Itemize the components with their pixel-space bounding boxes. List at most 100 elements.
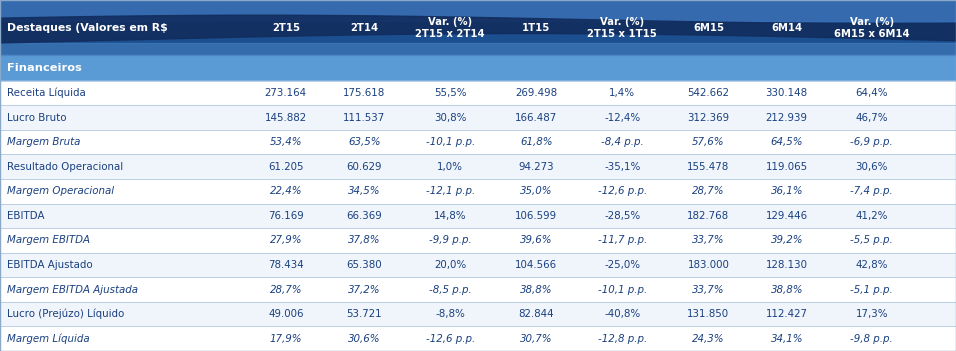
Bar bbox=[0, 253, 956, 277]
Text: 17,3%: 17,3% bbox=[856, 309, 888, 319]
Bar bbox=[0, 0, 956, 55]
Text: 76.169: 76.169 bbox=[268, 211, 304, 221]
Text: Margem EBITDA Ajustada: Margem EBITDA Ajustada bbox=[7, 285, 138, 294]
Text: 33,7%: 33,7% bbox=[692, 285, 725, 294]
Text: -12,4%: -12,4% bbox=[604, 113, 641, 122]
Text: 112.427: 112.427 bbox=[766, 309, 808, 319]
Text: 17,9%: 17,9% bbox=[270, 334, 302, 344]
Text: -8,5 p.p.: -8,5 p.p. bbox=[429, 285, 471, 294]
Text: 312.369: 312.369 bbox=[687, 113, 729, 122]
Text: 82.844: 82.844 bbox=[518, 309, 554, 319]
Text: 33,7%: 33,7% bbox=[692, 236, 725, 245]
Text: -11,7 p.p.: -11,7 p.p. bbox=[598, 236, 647, 245]
Text: -6,9 p.p.: -6,9 p.p. bbox=[851, 137, 893, 147]
Text: 28,7%: 28,7% bbox=[692, 186, 725, 196]
Text: -12,6 p.p.: -12,6 p.p. bbox=[598, 186, 647, 196]
Text: 34,5%: 34,5% bbox=[348, 186, 380, 196]
Text: 1,4%: 1,4% bbox=[609, 88, 636, 98]
Text: 28,7%: 28,7% bbox=[270, 285, 302, 294]
Text: 1T15: 1T15 bbox=[522, 23, 551, 33]
Text: Margem Bruta: Margem Bruta bbox=[7, 137, 80, 147]
Bar bbox=[0, 81, 956, 105]
Text: -8,8%: -8,8% bbox=[435, 309, 466, 319]
Text: Resultado Operacional: Resultado Operacional bbox=[7, 162, 122, 172]
Text: 129.446: 129.446 bbox=[766, 211, 808, 221]
Text: 35,0%: 35,0% bbox=[520, 186, 553, 196]
Text: 1,0%: 1,0% bbox=[437, 162, 464, 172]
Text: Var. (%)
2T15 x 2T14: Var. (%) 2T15 x 2T14 bbox=[416, 16, 485, 39]
Text: 106.599: 106.599 bbox=[515, 211, 557, 221]
Polygon shape bbox=[0, 15, 956, 43]
Text: 175.618: 175.618 bbox=[343, 88, 385, 98]
Text: -7,4 p.p.: -7,4 p.p. bbox=[851, 186, 893, 196]
Text: 27,9%: 27,9% bbox=[270, 236, 302, 245]
Text: 39,6%: 39,6% bbox=[520, 236, 553, 245]
Text: 41,2%: 41,2% bbox=[856, 211, 888, 221]
Text: -5,5 p.p.: -5,5 p.p. bbox=[851, 236, 893, 245]
Text: 30,6%: 30,6% bbox=[348, 334, 380, 344]
Bar bbox=[0, 0, 956, 21]
Text: 166.487: 166.487 bbox=[515, 113, 557, 122]
Text: Lucro (Prejúzo) Líquido: Lucro (Prejúzo) Líquido bbox=[7, 309, 124, 319]
Text: 39,2%: 39,2% bbox=[771, 236, 803, 245]
Text: Var. (%)
6M15 x 6M14: Var. (%) 6M15 x 6M14 bbox=[834, 16, 910, 39]
Text: 542.662: 542.662 bbox=[687, 88, 729, 98]
Text: 61.205: 61.205 bbox=[268, 162, 304, 172]
Text: 6M15: 6M15 bbox=[693, 23, 724, 33]
Text: 20,0%: 20,0% bbox=[434, 260, 467, 270]
Text: 37,8%: 37,8% bbox=[348, 236, 380, 245]
Text: 38,8%: 38,8% bbox=[520, 285, 553, 294]
Text: 42,8%: 42,8% bbox=[856, 260, 888, 270]
Text: 36,1%: 36,1% bbox=[771, 186, 803, 196]
Text: 55,5%: 55,5% bbox=[434, 88, 467, 98]
Text: -9,9 p.p.: -9,9 p.p. bbox=[429, 236, 471, 245]
Text: 183.000: 183.000 bbox=[687, 260, 729, 270]
Text: 269.498: 269.498 bbox=[515, 88, 557, 98]
Text: 78.434: 78.434 bbox=[268, 260, 304, 270]
Text: 155.478: 155.478 bbox=[687, 162, 729, 172]
Text: 6M14: 6M14 bbox=[771, 23, 802, 33]
Bar bbox=[0, 228, 956, 253]
Text: Margem Operacional: Margem Operacional bbox=[7, 186, 114, 196]
Text: 30,8%: 30,8% bbox=[434, 113, 467, 122]
Text: 182.768: 182.768 bbox=[687, 211, 729, 221]
Text: 131.850: 131.850 bbox=[687, 309, 729, 319]
Bar bbox=[0, 326, 956, 351]
Text: -40,8%: -40,8% bbox=[604, 309, 641, 319]
Text: 212.939: 212.939 bbox=[766, 113, 808, 122]
Text: Destaques (Valores em R$: Destaques (Valores em R$ bbox=[7, 23, 167, 33]
Bar bbox=[0, 277, 956, 302]
Text: Margem Líquida: Margem Líquida bbox=[7, 333, 89, 344]
Text: 57,6%: 57,6% bbox=[692, 137, 725, 147]
Text: -5,1 p.p.: -5,1 p.p. bbox=[851, 285, 893, 294]
Text: 145.882: 145.882 bbox=[265, 113, 307, 122]
Text: 30,7%: 30,7% bbox=[520, 334, 553, 344]
Text: -12,1 p.p.: -12,1 p.p. bbox=[425, 186, 475, 196]
Text: 53,4%: 53,4% bbox=[270, 137, 302, 147]
Text: -9,8 p.p.: -9,8 p.p. bbox=[851, 334, 893, 344]
Text: 63,5%: 63,5% bbox=[348, 137, 380, 147]
Bar bbox=[0, 55, 956, 81]
Text: Receita Líquida: Receita Líquida bbox=[7, 88, 85, 98]
Text: 53.721: 53.721 bbox=[346, 309, 382, 319]
Text: -35,1%: -35,1% bbox=[604, 162, 641, 172]
Text: 66.369: 66.369 bbox=[346, 211, 382, 221]
Text: 2T15: 2T15 bbox=[272, 23, 300, 33]
Text: 104.566: 104.566 bbox=[515, 260, 557, 270]
Text: 14,8%: 14,8% bbox=[434, 211, 467, 221]
Bar bbox=[0, 204, 956, 228]
Text: -8,4 p.p.: -8,4 p.p. bbox=[601, 137, 643, 147]
Text: 34,1%: 34,1% bbox=[771, 334, 803, 344]
Text: 128.130: 128.130 bbox=[766, 260, 808, 270]
Text: EBITDA Ajustado: EBITDA Ajustado bbox=[7, 260, 93, 270]
Text: 61,8%: 61,8% bbox=[520, 137, 553, 147]
Text: Financeiros: Financeiros bbox=[7, 63, 81, 73]
Bar bbox=[0, 43, 956, 55]
Text: 37,2%: 37,2% bbox=[348, 285, 380, 294]
Text: 64,4%: 64,4% bbox=[856, 88, 888, 98]
Text: 64,5%: 64,5% bbox=[771, 137, 803, 147]
Text: 46,7%: 46,7% bbox=[856, 113, 888, 122]
Text: -10,1 p.p.: -10,1 p.p. bbox=[598, 285, 647, 294]
Text: 330.148: 330.148 bbox=[766, 88, 808, 98]
Bar bbox=[0, 179, 956, 204]
